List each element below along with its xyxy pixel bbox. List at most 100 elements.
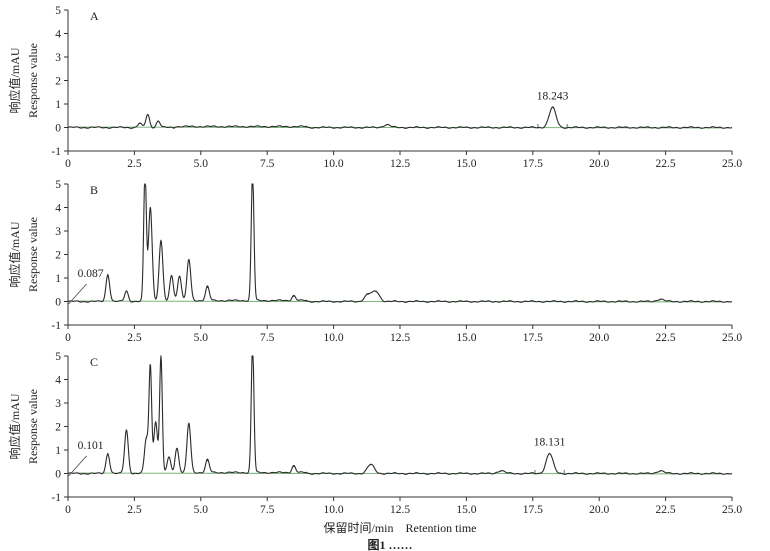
peak-point — [293, 465, 295, 468]
peak-point — [206, 459, 209, 462]
panel-a: -1 0 1 2 3 4 5 0 2.5 5.0 7.5 10.0 12.5 15.0 17.5 20.0 22… — [7, 5, 742, 170]
x-tick-label: 5.0 — [194, 504, 209, 516]
x-tick-label: 20.0 — [589, 332, 609, 344]
y-axis-label-en: Response value — [26, 217, 40, 292]
x-tick-label: 5.0 — [194, 158, 209, 170]
peak-point — [155, 421, 157, 423]
x-tick-label: 0 — [65, 332, 71, 344]
x-tick-label: 20.0 — [589, 158, 609, 170]
x-tick-label: 25.0 — [722, 158, 742, 170]
annotation-leader — [68, 283, 87, 305]
y-tick-label: 2 — [55, 250, 61, 262]
panel-letter: C — [90, 355, 98, 369]
y-tick-label: 0 — [55, 123, 61, 135]
y-axis-label-cn: 响应值/mAU — [7, 221, 22, 287]
y-tick-label: 4 — [55, 203, 61, 215]
peak-annotation: 18.131 — [534, 437, 566, 449]
x-tick-label: 17.5 — [523, 504, 543, 516]
peak-point — [370, 463, 372, 466]
x-axis-label: 保留时间/min Retention time — [324, 521, 477, 535]
peak-point — [548, 452, 551, 455]
peak-point — [206, 286, 209, 288]
y-tick-label: 5 — [55, 5, 61, 17]
x-tick-label: 0 — [65, 158, 71, 170]
y-axis-label-en: Response value — [26, 389, 40, 464]
x-tick-label: 22.5 — [656, 504, 676, 516]
x-tick-label: 12.5 — [390, 504, 410, 516]
y-tick-label: -1 — [51, 492, 61, 504]
peak-point — [139, 122, 141, 124]
figure-caption: 图1 …… — [367, 538, 412, 551]
x-tick-label: 7.5 — [260, 504, 275, 516]
x-tick-label: 22.5 — [656, 332, 676, 344]
peak-point — [160, 239, 162, 241]
peak-point — [386, 124, 388, 126]
x-tick-label: 5.0 — [194, 332, 209, 344]
peak-point — [147, 113, 149, 116]
peak-point — [125, 290, 128, 292]
peak-point — [168, 456, 170, 458]
x-tick-label: 15.0 — [456, 158, 476, 170]
peak-point — [375, 291, 377, 293]
peak-point — [367, 293, 369, 296]
y-tick-label: -1 — [51, 320, 61, 332]
x-tick-label: 12.5 — [390, 332, 410, 344]
y-tick-label: 3 — [55, 226, 61, 238]
peak-point — [125, 429, 128, 431]
y-tick-label: 0 — [55, 469, 61, 481]
panel-c: -1 0 1 2 3 4 5 0 2.5 5.0 7.5 10.0 12.5 15.0 17.5 20.0 22… — [7, 351, 742, 516]
peak-point — [160, 355, 162, 357]
peak-point — [188, 259, 190, 261]
y-tick-label: 0 — [55, 297, 61, 309]
y-tick-label: 3 — [55, 398, 61, 410]
annotation-leader — [68, 455, 87, 477]
x-tick-label: 25.0 — [722, 332, 742, 344]
panel-letter: A — [90, 9, 99, 23]
y-tick-label: -1 — [51, 146, 61, 158]
x-tick-label: 7.5 — [260, 158, 275, 170]
y-axis-label-cn: 响应值/mAU — [7, 393, 22, 459]
peak-point — [149, 367, 151, 369]
x-tick-label: 20.0 — [589, 504, 609, 516]
peak-point — [659, 470, 661, 472]
peak-point — [251, 183, 254, 185]
y-tick-label: 3 — [55, 52, 61, 64]
peak-point — [107, 273, 109, 276]
x-tick-label: 15.0 — [456, 504, 476, 516]
chromatogram-trace — [67, 355, 733, 475]
peak-annotation: 0.087 — [78, 268, 104, 280]
x-tick-label: 2.5 — [127, 332, 142, 344]
peak-point — [145, 437, 147, 439]
x-tick-label: 25.0 — [722, 504, 742, 516]
peak-point — [500, 470, 502, 472]
y-tick-label: 1 — [55, 99, 61, 111]
peak-point — [170, 275, 173, 277]
y-axis-label-en: Response value — [26, 43, 40, 118]
x-tick-label: 12.5 — [390, 158, 410, 170]
y-tick-label: 1 — [55, 445, 61, 457]
x-tick-label: 17.5 — [523, 158, 543, 170]
chromatogram-trace — [67, 183, 733, 303]
y-tick-label: 4 — [55, 29, 61, 41]
peak-point — [551, 106, 554, 109]
x-tick-label: 0 — [65, 504, 71, 516]
x-tick-label: 2.5 — [127, 504, 142, 516]
peak-point — [149, 206, 151, 209]
peak-point — [178, 276, 181, 278]
x-tick-label: 10.0 — [324, 332, 344, 344]
x-tick-label: 10.0 — [324, 158, 344, 170]
peak-point — [293, 295, 295, 297]
x-tick-label: 22.5 — [656, 158, 676, 170]
y-tick-label: 2 — [55, 422, 61, 434]
peak-point — [188, 423, 190, 425]
x-tick-label: 17.5 — [523, 332, 543, 344]
y-tick-label: 5 — [55, 351, 61, 363]
peak-annotation: 18.243 — [537, 91, 569, 103]
y-tick-label: 5 — [55, 179, 61, 191]
y-tick-label: 4 — [55, 375, 61, 387]
panel-b: -1 0 1 2 3 4 5 0 2.5 5.0 7.5 10.0 12.5 15.0 17.5 20.0 22… — [7, 179, 742, 344]
peak-annotation: 0.101 — [78, 440, 104, 452]
y-tick-label: 2 — [55, 76, 61, 88]
